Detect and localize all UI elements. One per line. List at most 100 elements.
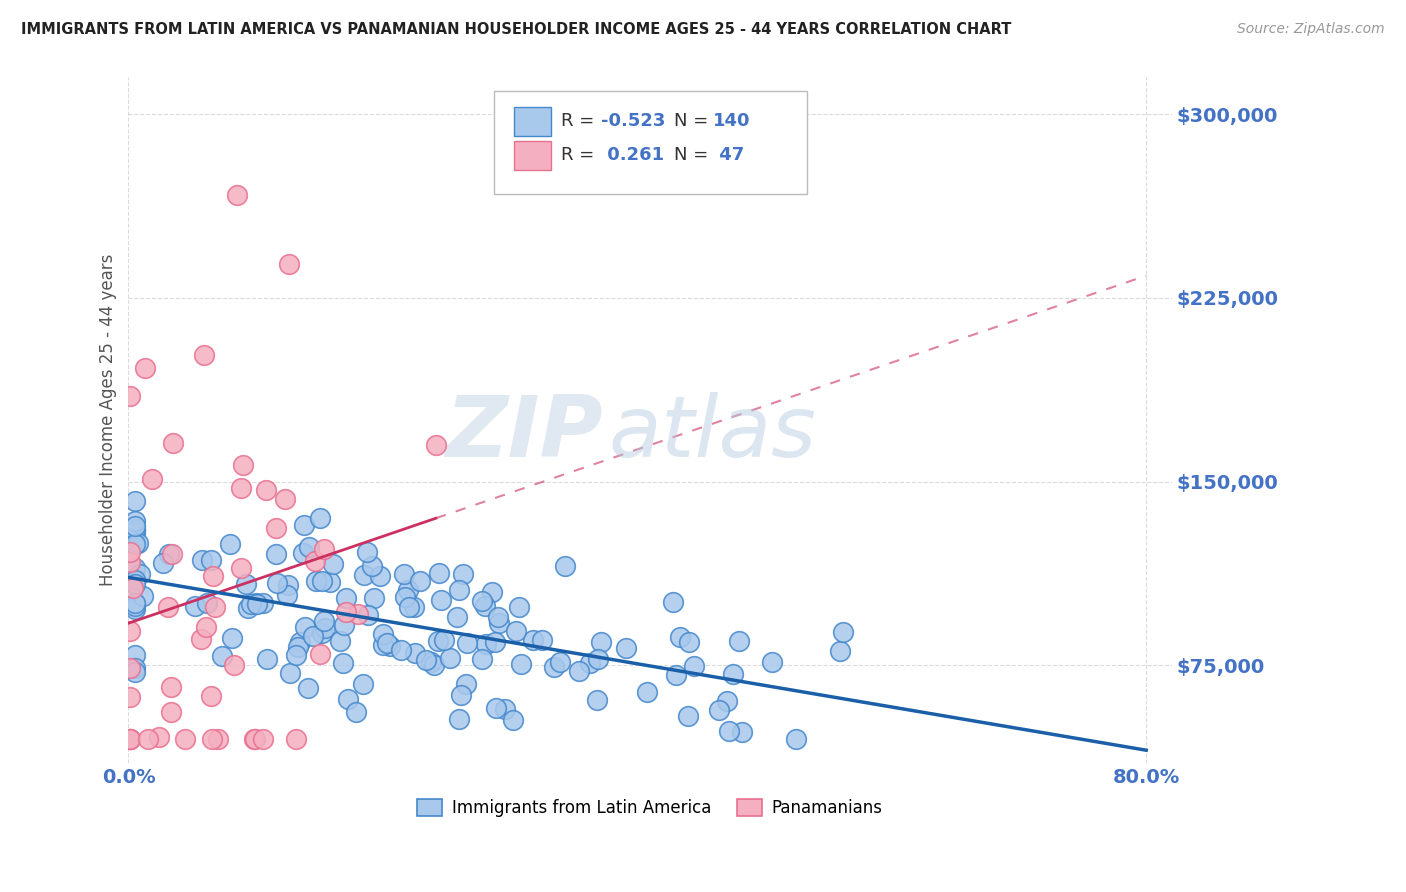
Point [360, 558, 382, 573]
Point [356, 545, 378, 559]
Point [136, 731, 159, 746]
Point [304, 554, 326, 568]
Point [716, 694, 738, 708]
Point [785, 731, 807, 746]
Point [266, 576, 288, 591]
Point [174, 731, 197, 746]
Legend: Immigrants from Latin America, Panamanians: Immigrants from Latin America, Panamania… [411, 792, 890, 823]
Point [191, 553, 214, 567]
Point [276, 588, 298, 602]
Text: 0.261: 0.261 [600, 146, 664, 164]
Point [404, 599, 426, 614]
Text: N =: N = [673, 146, 714, 164]
Point [274, 492, 297, 507]
Point [433, 633, 456, 648]
Point [124, 522, 146, 536]
Point [404, 646, 426, 660]
Point [332, 657, 354, 671]
Point [245, 596, 267, 610]
Point [456, 636, 478, 650]
Point [201, 731, 224, 746]
Point [118, 731, 141, 746]
Point [277, 578, 299, 592]
Point [218, 537, 240, 551]
Point [451, 566, 474, 581]
Point [162, 436, 184, 450]
Point [118, 389, 141, 403]
Point [224, 658, 246, 673]
Point [676, 708, 699, 723]
Point [832, 625, 855, 640]
Point [481, 585, 503, 599]
Point [429, 592, 451, 607]
Point [731, 724, 754, 739]
Point [284, 648, 307, 662]
Point [678, 634, 700, 648]
Point [256, 652, 278, 666]
Point [420, 655, 443, 669]
Point [124, 494, 146, 508]
Point [488, 616, 510, 631]
Point [298, 540, 321, 554]
Point [124, 599, 146, 613]
Point [118, 661, 141, 675]
Point [124, 523, 146, 537]
Point [332, 617, 354, 632]
Point [322, 557, 344, 571]
Text: IMMIGRANTS FROM LATIN AMERICA VS PANAMANIAN HOUSEHOLDER INCOME AGES 25 - 44 YEAR: IMMIGRANTS FROM LATIN AMERICA VS PANAMAN… [21, 22, 1011, 37]
Point [242, 731, 264, 746]
Point [485, 701, 508, 715]
Point [284, 731, 307, 746]
Point [211, 648, 233, 663]
Point [662, 595, 685, 609]
Point [252, 596, 274, 610]
Text: 140: 140 [713, 112, 751, 129]
Point [309, 647, 332, 661]
Point [195, 620, 218, 634]
Point [614, 640, 637, 655]
Point [229, 561, 252, 575]
Point [124, 573, 146, 587]
Point [830, 644, 852, 658]
Point [240, 597, 263, 611]
Point [344, 705, 367, 719]
Point [200, 689, 222, 703]
Point [378, 640, 401, 654]
Point [294, 620, 316, 634]
Point [585, 693, 607, 707]
Point [335, 591, 357, 606]
Point [721, 667, 744, 681]
Point [319, 574, 342, 589]
Point [346, 607, 368, 621]
Point [160, 547, 183, 561]
Point [297, 681, 319, 695]
Point [254, 483, 277, 497]
Point [426, 633, 449, 648]
Point [486, 610, 509, 624]
Point [292, 517, 315, 532]
Point [129, 566, 152, 581]
Point [132, 589, 155, 603]
Point [727, 634, 749, 648]
Point [353, 568, 375, 582]
Point [389, 642, 412, 657]
Point [377, 636, 399, 650]
Point [193, 348, 215, 362]
Point [446, 610, 468, 624]
Point [586, 652, 609, 666]
Point [508, 599, 530, 614]
Point [548, 655, 571, 669]
Point [118, 731, 141, 746]
Text: Source: ZipAtlas.com: Source: ZipAtlas.com [1237, 22, 1385, 37]
Point [292, 546, 315, 560]
Point [124, 514, 146, 528]
Point [305, 574, 328, 589]
Point [398, 600, 420, 615]
Point [471, 594, 494, 608]
Point [392, 567, 415, 582]
Point [449, 712, 471, 726]
Point [159, 681, 181, 695]
Point [314, 621, 336, 635]
Point [204, 600, 226, 615]
Point [200, 553, 222, 567]
